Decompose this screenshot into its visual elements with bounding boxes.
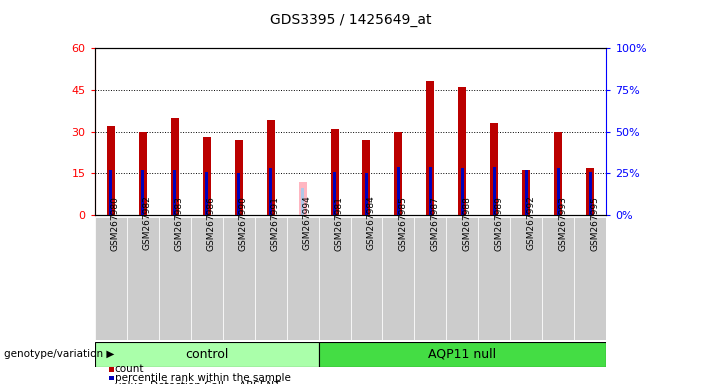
Text: genotype/variation ▶: genotype/variation ▶ xyxy=(4,349,114,359)
Bar xyxy=(522,170,531,215)
Text: GSM267995: GSM267995 xyxy=(590,196,599,250)
Bar xyxy=(223,217,254,340)
Bar xyxy=(447,217,478,340)
Text: GSM267993: GSM267993 xyxy=(559,196,567,250)
Bar xyxy=(269,168,272,215)
Bar xyxy=(191,217,223,340)
Bar xyxy=(109,170,112,215)
Text: GSM267981: GSM267981 xyxy=(334,196,343,250)
Bar xyxy=(95,217,127,340)
Bar xyxy=(127,217,158,340)
Bar xyxy=(318,217,350,340)
Bar xyxy=(365,173,368,215)
Bar xyxy=(414,217,447,340)
Bar xyxy=(543,217,574,340)
Bar xyxy=(491,123,498,215)
Text: control: control xyxy=(185,348,229,361)
Bar xyxy=(554,131,562,215)
Bar xyxy=(107,126,115,215)
Text: GSM267985: GSM267985 xyxy=(398,196,407,250)
Text: GSM267986: GSM267986 xyxy=(207,196,216,250)
Bar xyxy=(362,140,371,215)
Bar xyxy=(350,217,383,340)
Text: GSM267990: GSM267990 xyxy=(238,196,247,250)
Bar xyxy=(301,188,304,215)
Bar xyxy=(139,131,147,215)
Text: count: count xyxy=(114,364,144,374)
Bar xyxy=(142,170,144,215)
Bar xyxy=(287,217,318,340)
Bar xyxy=(493,167,496,215)
Bar xyxy=(237,173,240,215)
Bar xyxy=(254,217,287,340)
Bar xyxy=(586,168,594,215)
Text: value, Detection Call = ABSENT: value, Detection Call = ABSENT xyxy=(114,381,280,384)
Bar xyxy=(557,168,559,215)
Bar xyxy=(266,121,275,215)
Bar xyxy=(461,168,464,215)
Bar xyxy=(426,81,435,215)
Bar xyxy=(318,342,606,367)
Text: GSM267982: GSM267982 xyxy=(142,196,151,250)
Bar xyxy=(397,167,400,215)
Bar xyxy=(510,217,543,340)
Bar xyxy=(333,172,336,215)
Text: GSM267992: GSM267992 xyxy=(526,196,536,250)
Text: GSM267991: GSM267991 xyxy=(271,196,280,250)
Text: GSM267988: GSM267988 xyxy=(463,196,472,250)
Text: GSM267980: GSM267980 xyxy=(111,196,120,250)
Bar xyxy=(330,129,339,215)
Bar xyxy=(429,167,432,215)
Text: percentile rank within the sample: percentile rank within the sample xyxy=(114,373,290,383)
Bar xyxy=(574,217,606,340)
Text: GSM267983: GSM267983 xyxy=(175,196,184,250)
Bar xyxy=(525,170,528,215)
Bar xyxy=(299,182,306,215)
Bar xyxy=(170,118,179,215)
Bar xyxy=(95,342,318,367)
Bar xyxy=(589,172,592,215)
Text: GSM267994: GSM267994 xyxy=(303,196,311,250)
Bar xyxy=(158,217,191,340)
Bar xyxy=(173,170,176,215)
Bar xyxy=(478,217,510,340)
Text: GSM267987: GSM267987 xyxy=(430,196,440,250)
Text: GSM267989: GSM267989 xyxy=(494,196,503,250)
Bar xyxy=(203,137,210,215)
Text: GDS3395 / 1425649_at: GDS3395 / 1425649_at xyxy=(270,13,431,27)
Text: GSM267984: GSM267984 xyxy=(367,196,376,250)
Bar xyxy=(458,87,466,215)
Bar xyxy=(383,217,414,340)
Text: AQP11 null: AQP11 null xyxy=(428,348,496,361)
Bar xyxy=(205,172,208,215)
Bar xyxy=(395,131,402,215)
Bar xyxy=(235,140,243,215)
